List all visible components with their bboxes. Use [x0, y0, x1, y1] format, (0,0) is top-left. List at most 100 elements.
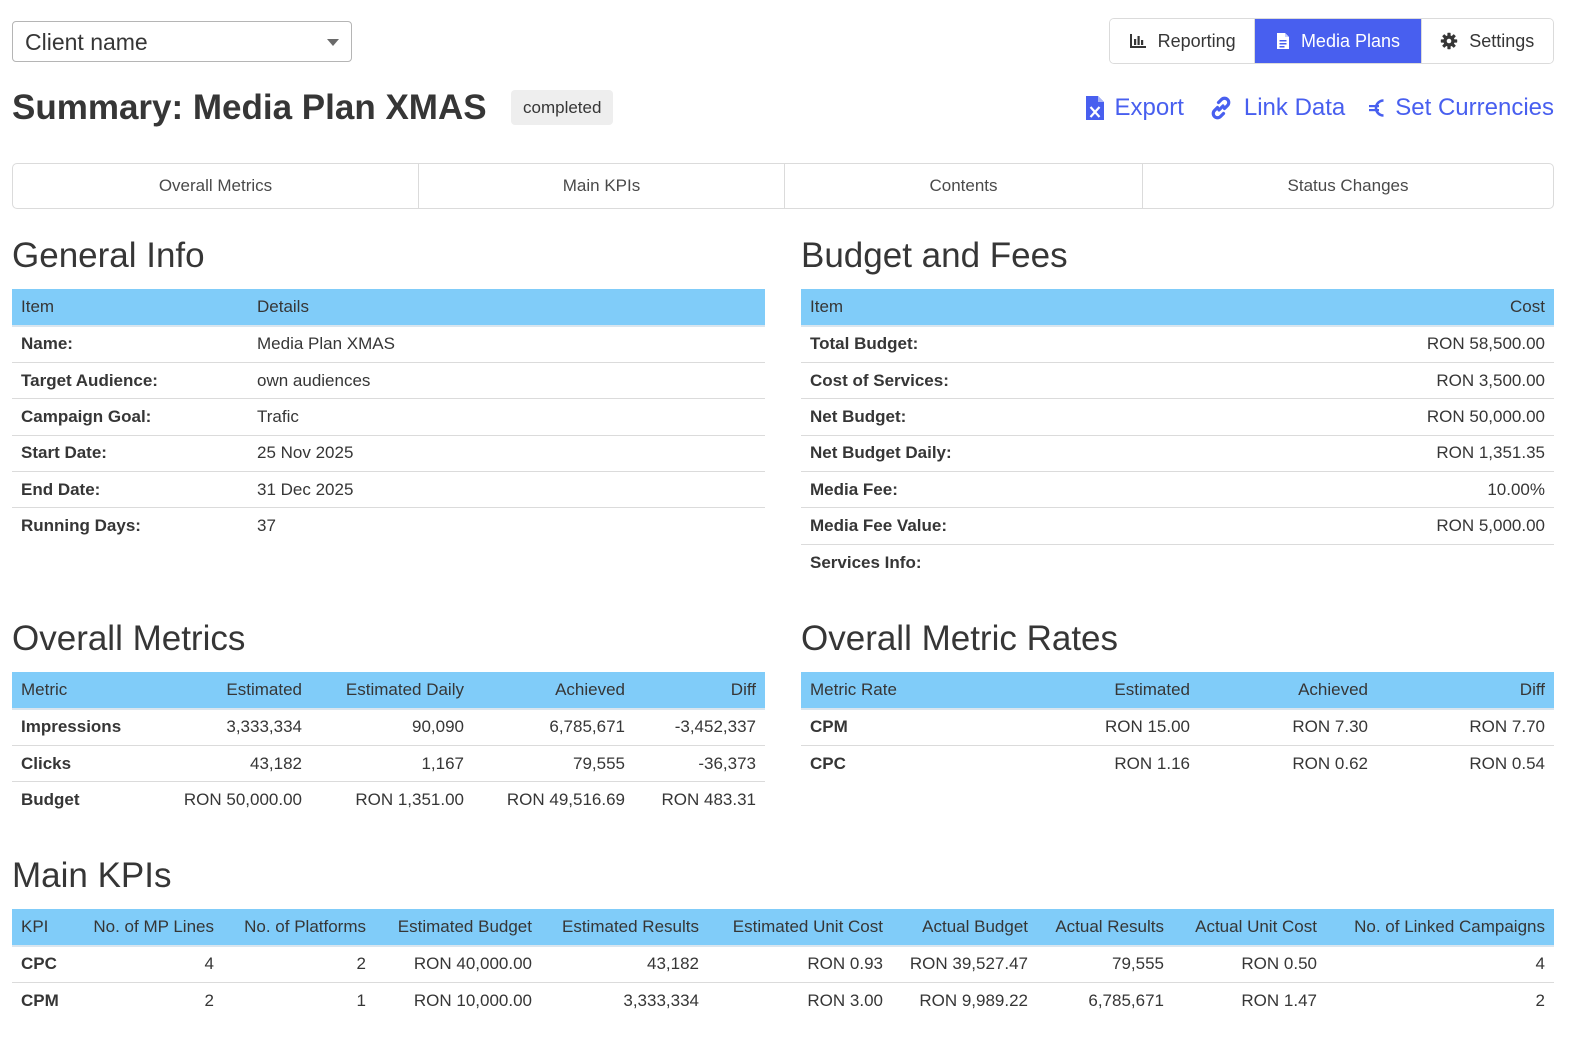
set-currencies-button[interactable]: Set Currencies [1369, 94, 1554, 122]
item-cost: 10.00% [1177, 471, 1554, 509]
client-select-value: Client name [25, 29, 148, 55]
status-badge: completed [511, 90, 614, 125]
table-row: End Date: 31 Dec 2025 [12, 471, 765, 509]
metric-name: Impressions [12, 709, 161, 746]
kpi-name: CPC [12, 946, 78, 983]
column-header: No. of Platforms [223, 909, 375, 947]
item-label: Name: [12, 326, 248, 363]
table-row: Budget RON 50,000.00 RON 1,351.00 RON 49… [12, 782, 765, 818]
metric-diff: -3,452,337 [634, 709, 765, 746]
overall-metrics-title: Overall Metrics [12, 619, 246, 658]
gear-icon [1441, 32, 1458, 50]
column-header: Item [801, 289, 1177, 327]
column-header: Actual Results [1037, 909, 1173, 947]
metric-diff: -36,373 [634, 745, 765, 783]
tab-main-kpis[interactable]: Main KPIs [418, 164, 784, 208]
tab-contents[interactable]: Contents [784, 164, 1142, 208]
media-plans-button[interactable]: Media Plans [1254, 19, 1421, 63]
client-select[interactable]: Client name [12, 21, 352, 62]
column-header: Cost [1177, 289, 1554, 327]
kpi-estimated-unit-cost: RON 3.00 [807, 990, 883, 1010]
kpi-linked-campaigns: 2 [1535, 990, 1545, 1010]
kpi-estimated-unit-cost: RON 0.93 [708, 946, 892, 983]
item-label: Campaign Goal: [12, 398, 248, 436]
overall-metric-rates-table: Metric Rate Estimated Achieved Diff CPM … [801, 672, 1554, 782]
item-value: Trafic [248, 398, 765, 436]
item-cost: RON 58,500.00 [1177, 326, 1554, 363]
item-label: Start Date: [12, 435, 248, 473]
kpi-mp-lines: 4 [78, 946, 223, 983]
reporting-label: Reporting [1157, 30, 1236, 51]
table-row: Campaign Goal: Trafic [12, 398, 765, 436]
table-row: CPC RON 1.16 RON 0.62 RON 0.54 [801, 745, 1554, 781]
item-cost: RON 50,000.00 [1177, 398, 1554, 436]
item-label: Net Budget Daily: [801, 435, 1177, 473]
kpi-estimated-budget: RON 40,000.00 [375, 946, 541, 983]
table-header-row: Item Cost [801, 289, 1554, 327]
item-value: 31 Dec 2025 [248, 471, 765, 509]
rate-estimated: RON 1.16 [1114, 753, 1190, 773]
bar-chart-icon [1129, 34, 1146, 48]
item-cost: RON 3,500.00 [1177, 362, 1554, 400]
item-value: 37 [257, 516, 276, 536]
export-label: Export [1114, 94, 1184, 121]
column-header: Actual Budget [892, 909, 1037, 947]
kpi-linked-campaigns: 4 [1326, 946, 1554, 983]
column-header: Metric [12, 672, 161, 710]
column-header: Estimated Results [541, 909, 708, 947]
table-row: Net Budget Daily: RON 1,351.35 [801, 435, 1554, 473]
item-label: End Date: [12, 471, 248, 509]
reporting-button[interactable]: Reporting [1110, 19, 1255, 63]
table-row: Impressions 3,333,334 90,090 6,785,671 -… [12, 709, 765, 746]
settings-button[interactable]: Settings [1420, 19, 1553, 63]
column-header: Achieved [1199, 672, 1377, 710]
tab-overall-metrics[interactable]: Overall Metrics [158, 176, 273, 195]
kpi-actual-unit-cost: RON 1.47 [1241, 990, 1317, 1010]
euro-icon [1369, 99, 1384, 117]
table-row: CPC 4 2 RON 40,000.00 43,182 RON 0.93 RO… [12, 946, 1554, 983]
overall-metrics-table: Metric Estimated Estimated Daily Achieve… [12, 672, 765, 818]
table-row: Name: Media Plan XMAS [12, 326, 765, 363]
metric-achieved: RON 49,516.69 [506, 790, 625, 810]
kpi-actual-unit-cost: RON 0.50 [1173, 946, 1326, 983]
column-header: Achieved [473, 672, 634, 710]
table-row: Total Budget: RON 58,500.00 [801, 326, 1554, 363]
item-label: Media Fee Value: [801, 507, 1177, 545]
budget-fees-title: Budget and Fees [801, 236, 1068, 275]
kpi-platforms: 1 [356, 990, 366, 1010]
link-icon [1211, 96, 1231, 120]
column-header: Diff [634, 672, 765, 710]
table-header-row: Metric Rate Estimated Achieved Diff [801, 672, 1554, 710]
kpi-estimated-results: 3,333,334 [623, 990, 699, 1010]
rate-diff: RON 7.70 [1377, 709, 1554, 746]
budget-fees-table: Item Cost Total Budget: RON 58,500.00 Cos… [801, 289, 1554, 581]
table-row: Running Days: 37 [12, 508, 765, 544]
kpi-actual-results: 79,555 [1037, 946, 1173, 983]
metric-estimated: 43,182 [161, 745, 311, 783]
link-data-button[interactable]: Link Data [1208, 94, 1345, 122]
general-info-table: Item Details Name: Media Plan XMAS Target… [12, 289, 765, 544]
header-actions: Export Link Data Set Currencies [1085, 90, 1554, 126]
kpi-actual-results: 6,785,671 [1088, 990, 1164, 1010]
overall-metric-rates-title: Overall Metric Rates [801, 619, 1119, 658]
metric-estimated-daily: 1,167 [311, 745, 473, 783]
main-kpis-title: Main KPIs [12, 856, 172, 895]
item-label: Total Budget: [801, 326, 1177, 363]
table-row: Services Info: [801, 544, 1554, 580]
column-header: Estimated [1026, 672, 1199, 710]
column-header: Item [12, 289, 248, 327]
item-label: Cost of Services: [801, 362, 1177, 400]
item-cost: RON 5,000.00 [1177, 507, 1554, 545]
kpi-name: CPM [21, 990, 59, 1010]
rate-estimated: RON 15.00 [1026, 709, 1199, 746]
column-header: Estimated Unit Cost [708, 909, 892, 947]
table-row: Start Date: 25 Nov 2025 [12, 435, 765, 473]
export-button[interactable]: Export [1085, 94, 1184, 122]
kpi-platforms: 2 [223, 946, 375, 983]
column-header: No. of MP Lines [78, 909, 223, 947]
tab-status-changes[interactable]: Status Changes [1142, 164, 1553, 208]
file-icon [1276, 33, 1289, 49]
item-value: own audiences [248, 362, 765, 400]
section-tabs: Overall Metrics Main KPIs Contents Statu… [12, 163, 1554, 209]
column-header: Metric Rate [801, 672, 1026, 710]
